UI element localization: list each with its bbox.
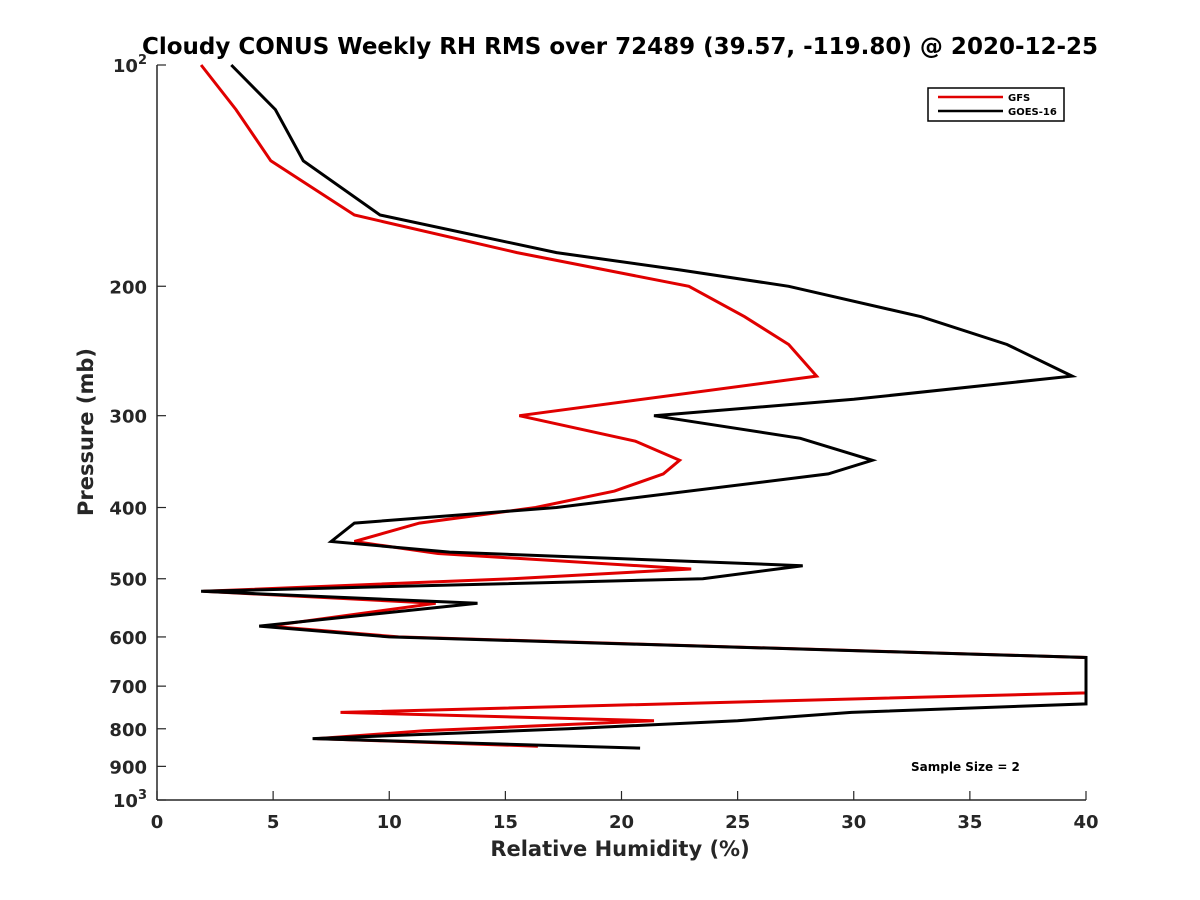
y-tick-label: 102	[113, 53, 147, 77]
x-tick-label: 40	[1073, 812, 1098, 833]
y-tick-label: 800	[109, 720, 147, 741]
chart-title: Cloudy CONUS Weekly RH RMS over 72489 (3…	[142, 34, 1098, 60]
series-lines	[199, 63, 1088, 750]
y-tick-label: 200	[109, 277, 147, 298]
y-tick-label: 600	[109, 628, 147, 649]
y-axis-ticks: 102 200 300 400 500 600 700 800 900 103	[109, 53, 166, 812]
x-axis-ticks: 0 5 10 15 20 25 30 35 40	[151, 791, 1099, 833]
y-axis-label: Pressure (mb)	[74, 348, 98, 516]
sample-size-annotation: Sample Size = 2	[911, 760, 1020, 774]
series-line-goes16	[201, 63, 1088, 750]
legend: GFS GOES-16	[927, 87, 1065, 122]
x-tick-label: 15	[493, 812, 518, 833]
legend-box	[927, 87, 1065, 122]
x-tick-label: 25	[725, 812, 750, 833]
x-tick-label: 35	[957, 812, 982, 833]
y-tick-label: 400	[109, 499, 147, 520]
y-tick-label: 700	[109, 677, 147, 698]
x-tick-label: 5	[267, 812, 280, 833]
y-tick-label: 500	[109, 570, 147, 591]
legend-label-goes16: GOES-16	[1008, 107, 1057, 118]
y-tick-label: 300	[109, 407, 147, 428]
x-tick-label: 0	[151, 812, 164, 833]
x-axis-label: Relative Humidity (%)	[490, 837, 749, 861]
legend-label-gfs: GFS	[1008, 93, 1030, 104]
axes	[156, 65, 1086, 801]
y-tick-label: 103	[113, 788, 147, 812]
x-tick-label: 10	[377, 812, 402, 833]
x-tick-label: 30	[841, 812, 866, 833]
y-tick-label: 900	[109, 757, 147, 778]
x-tick-label: 20	[609, 812, 634, 833]
